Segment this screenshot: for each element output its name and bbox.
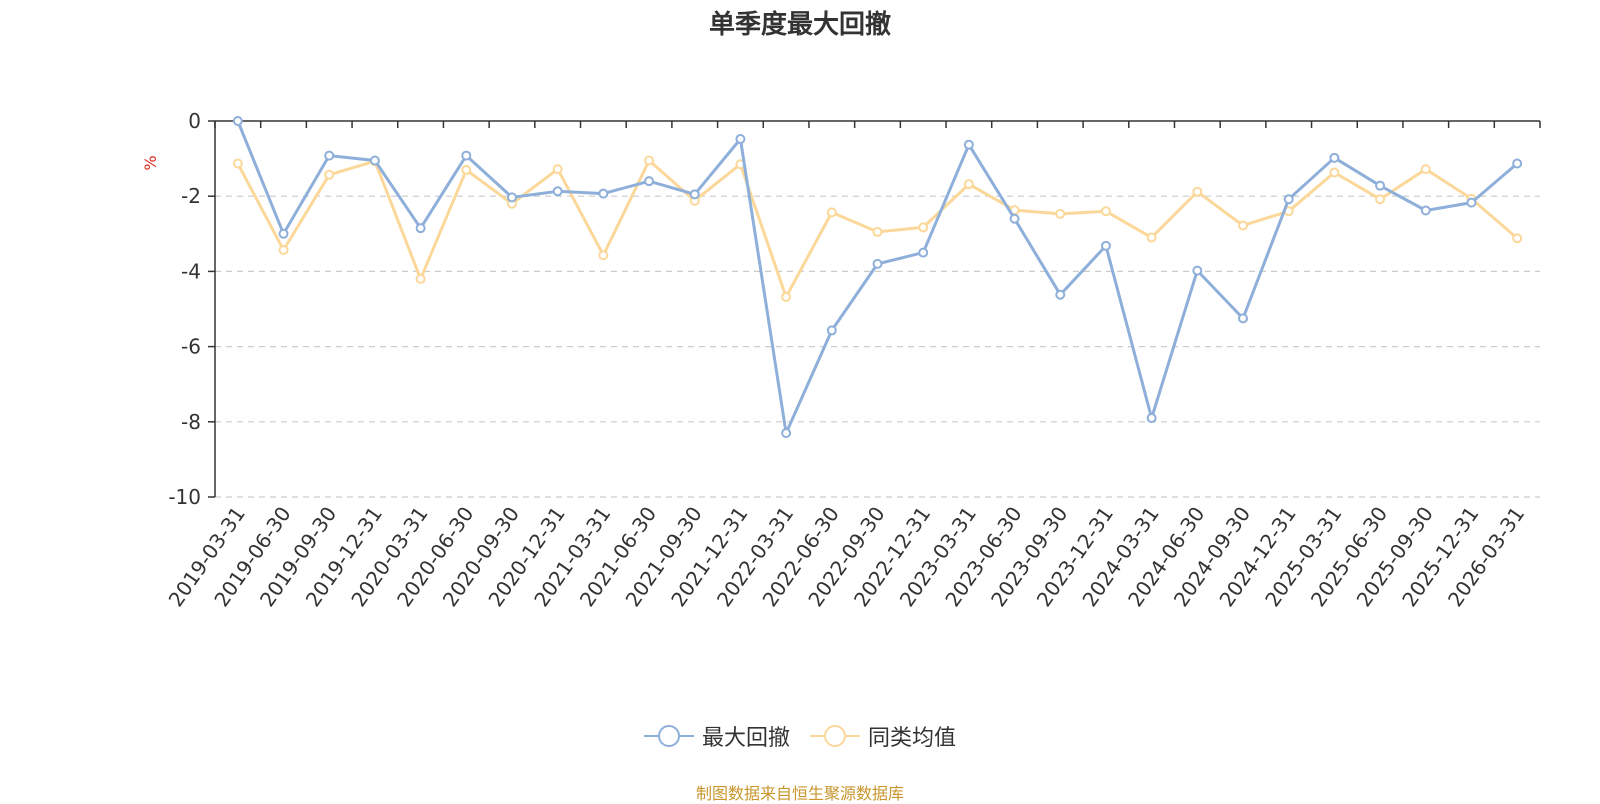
legend-swatch-peer-average [810,725,860,747]
data-point [1466,197,1477,208]
data-point [963,179,974,190]
data-point [1375,194,1386,205]
line-chart: 0-2-4-6-8-10%2019-03-312019-06-302019-09… [141,109,1541,611]
y-tick-label: -2 [181,184,201,208]
y-tick-label: 0 [188,109,201,133]
data-point [918,247,929,258]
data-point [1329,152,1340,163]
data-point [1100,240,1111,251]
data-point [278,244,289,255]
data-point [598,250,609,261]
y-tick-label: -8 [181,410,201,434]
data-point [644,155,655,166]
legend: 最大回撤 同类均值 [0,720,1600,752]
source-note: 制图数据来自恒生聚源数据库 [695,784,904,803]
y-axis-label: % [141,155,160,170]
data-point [918,222,929,233]
data-point [826,325,837,336]
legend-item-max-drawdown[interactable]: 最大回撤 [643,720,790,752]
data-point [552,186,563,197]
data-point [1238,220,1249,231]
data-point [826,207,837,218]
data-point [461,164,472,175]
data-point [461,150,472,161]
data-point [1420,164,1431,175]
data-point [415,273,426,284]
data-point [1512,158,1523,169]
data-point [506,192,517,203]
data-point [1512,233,1523,244]
y-tick-label: -10 [168,485,201,509]
data-point [644,176,655,187]
data-point [1238,313,1249,324]
data-point [1329,167,1340,178]
y-tick-label: -4 [181,259,201,283]
data-point [415,223,426,234]
legend-item-peer-average[interactable]: 同类均值 [810,720,956,752]
data-point [278,228,289,239]
legend-label-peer-average: 同类均值 [868,726,957,751]
legend-swatch-max-drawdown [643,725,694,747]
data-point [1055,208,1066,219]
chart-title: 单季度最大回撤 [708,10,891,40]
data-point [1100,206,1111,217]
data-point [781,291,792,302]
data-point [1055,289,1066,300]
data-point [1375,180,1386,191]
data-point [963,139,974,150]
axes: 0-2-4-6-8-10%2019-03-312019-06-302019-09… [141,109,1541,611]
data-point [1283,194,1294,205]
series-peer-average [232,155,1523,302]
data-point [552,164,563,175]
data-point [1009,213,1020,224]
data-point [369,155,380,166]
data-point [735,134,746,145]
data-point [1146,413,1157,424]
grid-lines [215,195,1540,498]
series [232,116,1523,439]
data-point [872,226,883,237]
series-max-drawdown [232,116,1523,439]
series-line [236,120,1519,435]
data-point [232,158,243,169]
data-point [781,428,792,439]
data-point [1192,265,1203,276]
data-point [324,169,335,180]
data-point [232,116,243,126]
data-point [1420,205,1431,216]
data-point [872,258,883,269]
data-point [1146,232,1157,243]
data-point [689,189,700,200]
legend-label-max-drawdown: 最大回撤 [701,726,790,751]
y-tick-label: -6 [181,335,201,359]
data-point [598,188,609,199]
data-point [324,150,335,161]
data-point [1192,186,1203,197]
